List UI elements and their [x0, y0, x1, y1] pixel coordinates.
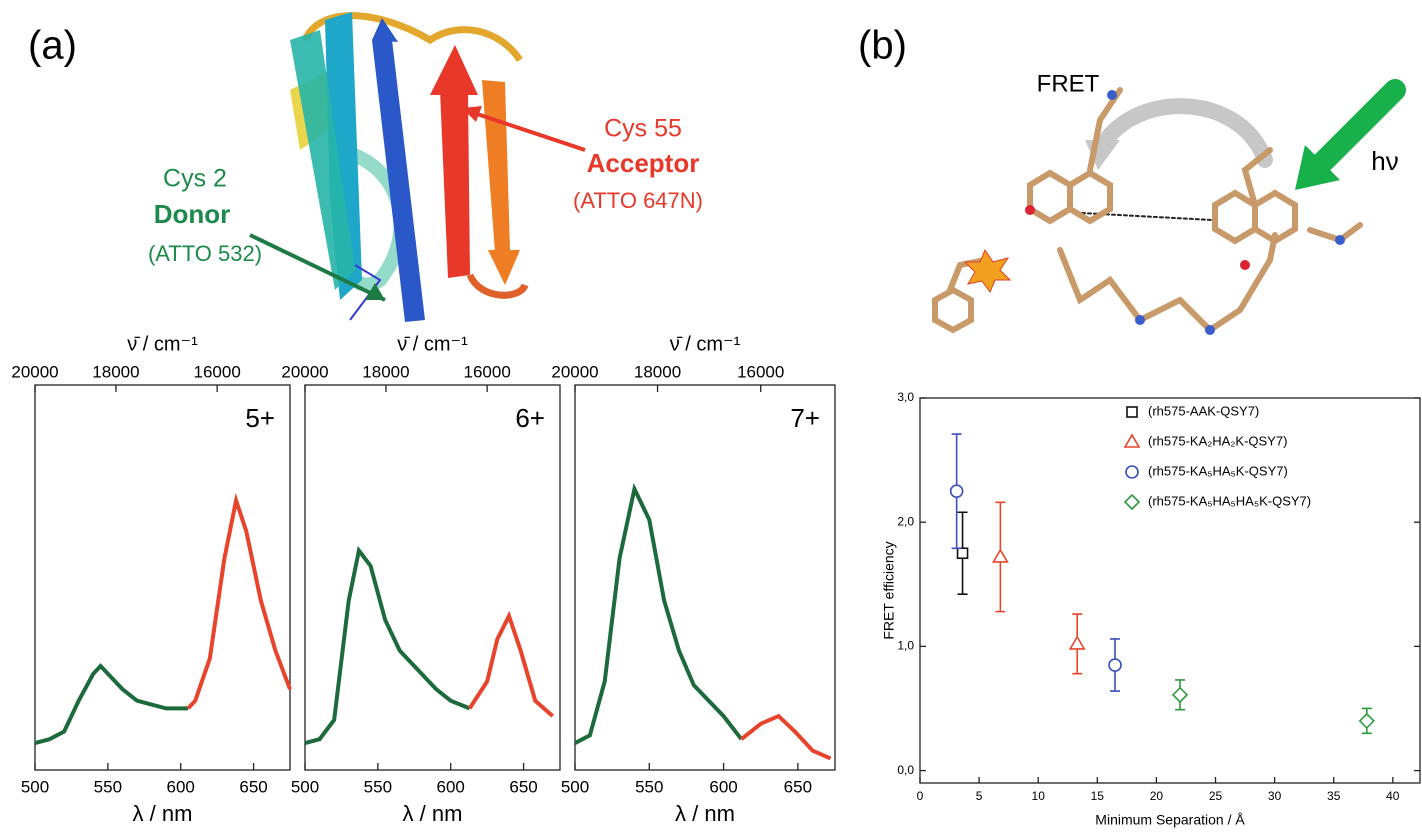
x-tick-label: 600	[167, 777, 195, 796]
marker-triangle	[991, 548, 1009, 563]
excitation-label: hν	[1371, 146, 1398, 176]
x-tick-label: 600	[709, 777, 737, 796]
x-tick-label: 500	[21, 777, 49, 796]
x-tick-label: 40	[1386, 789, 1400, 803]
x2-axis-label: ν̄ / cm⁻¹	[127, 333, 198, 355]
x-tick-label: 600	[437, 777, 465, 796]
x-tick-label: 500	[291, 777, 319, 796]
x2-tick-label: 16000	[194, 362, 241, 381]
y-axis-label: FRET efficiency	[881, 541, 897, 639]
marker-circle	[1125, 465, 1139, 479]
plot-frame	[919, 397, 1421, 784]
marker-circle	[949, 484, 964, 498]
marker-triangle	[1123, 433, 1141, 448]
spectrum-fit	[740, 713, 832, 761]
marker-diamond	[1123, 493, 1141, 511]
x-tick-label: 10	[1032, 789, 1046, 803]
x-tick-label: 0	[917, 789, 924, 803]
legend-label: (rh575-AAK-QSY7)	[1148, 403, 1259, 418]
y-tick-label: 1,0	[897, 639, 914, 653]
x2-tick-label: 18000	[634, 362, 681, 381]
plot-frame	[574, 384, 836, 771]
y-tick-label: 2,0	[897, 514, 914, 528]
spectrum-fit	[304, 545, 471, 745]
x2-tick-label: 18000	[362, 362, 409, 381]
fret-label: FRET	[1037, 70, 1100, 97]
x-tick-label: 550	[635, 777, 663, 796]
x2-tick-label: 16000	[737, 362, 784, 381]
x-tick-label: 650	[784, 777, 812, 796]
x2-tick-label: 16000	[464, 362, 511, 381]
acceptor-dye: (ATTO 647N)	[573, 188, 703, 213]
donor-dye: (ATTO 532)	[148, 241, 262, 266]
x-axis-label: λ / nm	[133, 801, 193, 826]
marker-square	[1126, 406, 1138, 418]
x2-tick-label: 20000	[11, 362, 58, 381]
molecule-drawing	[932, 79, 1406, 335]
legend-label: (rh575-KA₂HA₂K-QSY7)	[1148, 433, 1287, 448]
x-tick-label: 20	[1150, 789, 1164, 803]
x2-tick-label: 20000	[281, 362, 328, 381]
marker-diamond	[1358, 712, 1375, 730]
x-axis-label: Minimum Separation / Å	[1095, 812, 1245, 828]
legend-label: (rh575-KA₅HA₅HA₅K-QSY7)	[1148, 493, 1311, 508]
x2-axis-label: ν̄ / cm⁻¹	[670, 333, 741, 355]
x-tick-label: 500	[561, 777, 589, 796]
spectrum-fit	[186, 492, 292, 710]
charge-label: 5+	[245, 403, 275, 433]
x-tick-label: 5	[976, 789, 983, 803]
panel-label: (b)	[858, 24, 907, 68]
x-tick-label: 550	[364, 777, 392, 796]
spectrum-fit	[34, 663, 188, 745]
charge-label: 7+	[790, 403, 820, 433]
plot-frame	[34, 384, 291, 771]
x-tick-label: 550	[94, 777, 122, 796]
x-tick-label: 650	[239, 777, 267, 796]
donor-residue: Cys 2	[163, 165, 227, 193]
marker-circle	[1108, 658, 1122, 672]
spectrum-fit	[574, 482, 743, 745]
marker-square	[956, 547, 969, 560]
x-axis-label: λ / nm	[403, 801, 463, 826]
plot-frame	[304, 384, 561, 771]
x-tick-label: 25	[1209, 789, 1223, 803]
x2-axis-label: ν̄ / cm⁻¹	[397, 333, 468, 355]
acceptor-role: Acceptor	[587, 148, 700, 178]
acceptor-residue: Cys 55	[604, 115, 682, 143]
x-tick-label: 15	[1091, 789, 1105, 803]
y-tick-label: 3,0	[897, 390, 914, 404]
panel-label: (a)	[28, 24, 77, 68]
charge-label: 6+	[515, 403, 545, 433]
spectrum-fit	[467, 610, 555, 718]
legend-label: (rh575-KA₅HA₅K-QSY7)	[1148, 463, 1288, 478]
marker-diamond	[1171, 686, 1189, 703]
y-tick-label: 0,0	[897, 763, 914, 777]
x2-tick-label: 20000	[551, 362, 598, 381]
x2-tick-label: 18000	[92, 362, 139, 381]
donor-role: Donor	[154, 199, 231, 229]
x-tick-label: 35	[1327, 789, 1341, 803]
protein-drawing	[249, 12, 586, 322]
x-tick-label: 650	[509, 777, 537, 796]
x-axis-label: λ / nm	[675, 801, 735, 826]
marker-triangle	[1068, 635, 1086, 650]
x-tick-label: 30	[1268, 789, 1282, 803]
